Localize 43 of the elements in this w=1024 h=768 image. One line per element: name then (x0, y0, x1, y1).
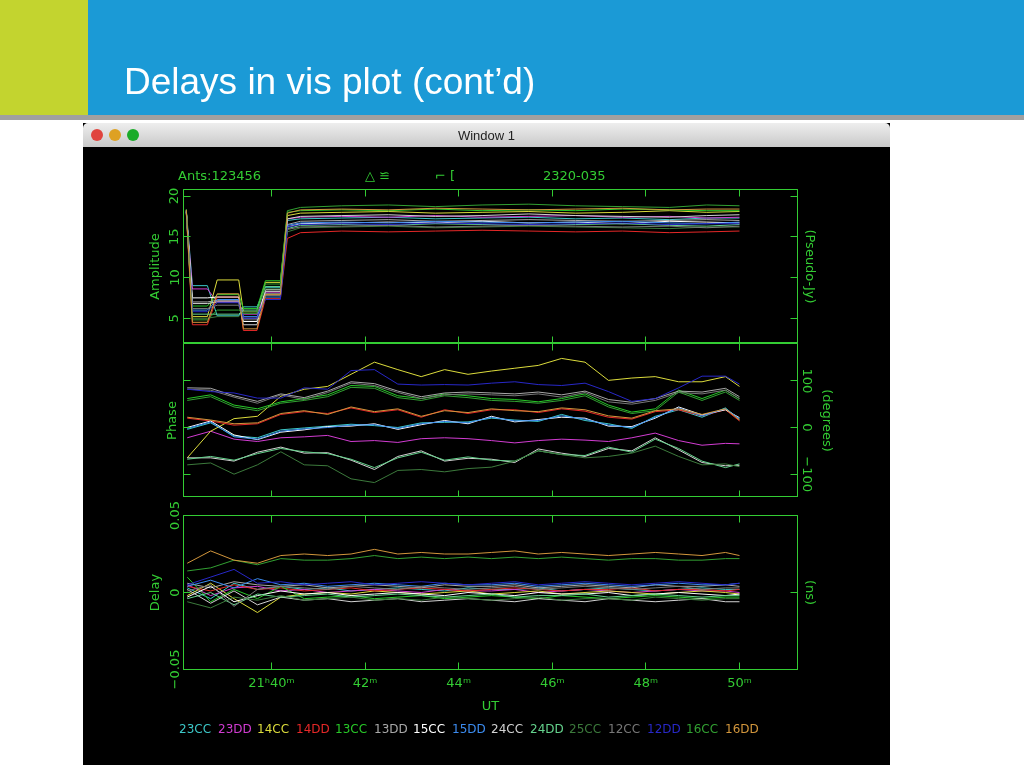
text: ⌐ [ (435, 168, 456, 184)
text: 25CC (569, 722, 602, 736)
x-axis-title: UT (481, 697, 500, 713)
y-axis-title: Phase (163, 401, 179, 440)
y-tick-label: 10 (166, 269, 182, 286)
text: 12CC (608, 722, 641, 736)
text: △ ≌ (365, 168, 391, 184)
text: 12DD (647, 722, 681, 736)
y-axis-title: Amplitude (146, 233, 162, 300)
y-axis-title: Delay (146, 573, 162, 612)
text: 14CC (257, 722, 290, 736)
chart-subtitle: 2320-035 (543, 168, 606, 184)
y-tick-label: 0.05 (166, 501, 182, 530)
y-tick-label: 100 (799, 368, 815, 394)
y2-axis-title: (ns) (802, 579, 818, 606)
text: Window 1 (456, 127, 517, 145)
text: 15CC (413, 722, 446, 736)
text: 23CC (179, 722, 212, 736)
x-tick-label: 21ʰ40ᵐ (248, 674, 295, 690)
y2-axis-title: (Pseudo-Jy) (802, 229, 818, 304)
y-tick-label: 5 (166, 314, 182, 323)
y-tick-label: 20 (166, 187, 182, 205)
y-tick-label: 0 (799, 423, 815, 432)
y-tick-label: 0 (166, 588, 182, 597)
text: 14DD (296, 722, 330, 736)
text: 16DD (725, 722, 759, 736)
x-tick-label: 46ᵐ (539, 674, 565, 690)
text: 24CC (491, 722, 524, 736)
text: 16CC (686, 722, 719, 736)
y-tick-label: −100 (799, 456, 815, 493)
text: 13CC (335, 722, 368, 736)
x-tick-label: 50ᵐ (727, 674, 752, 690)
x-tick-label: 44ᵐ (446, 674, 472, 690)
text: Ants:123456 (178, 168, 262, 184)
x-tick-label: 42ᵐ (352, 674, 378, 690)
y2-axis-title: (degrees) (819, 389, 835, 452)
y-tick-label: −0.05 (166, 649, 182, 690)
y-tick-label: 15 (166, 228, 182, 246)
x-tick-label: 48ᵐ (633, 674, 659, 690)
text: 23DD (218, 722, 252, 736)
text: 13DD (374, 722, 408, 736)
text: 15DD (452, 722, 486, 736)
text: 24DD (530, 722, 564, 736)
